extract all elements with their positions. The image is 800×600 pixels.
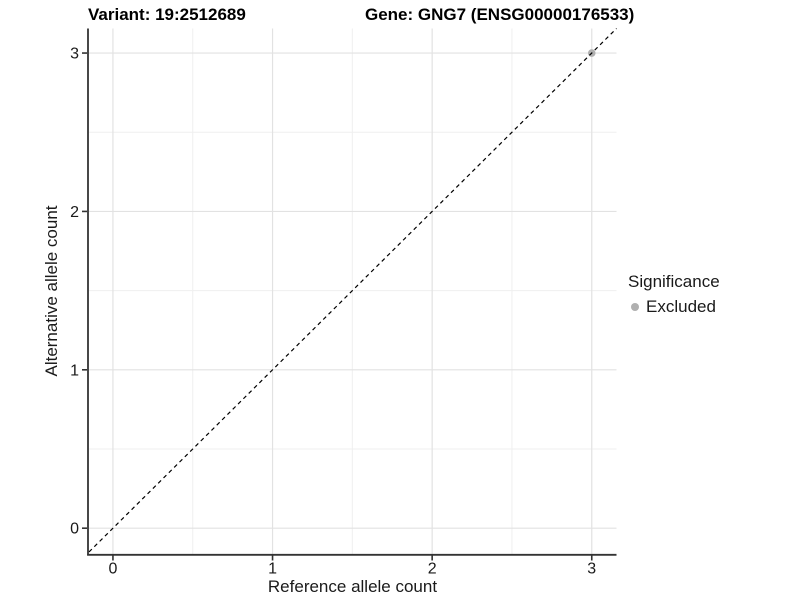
x-tick-label: 0 — [108, 561, 117, 578]
identity-reference-line — [88, 28, 617, 553]
legend-point-icon — [631, 303, 639, 311]
y-tick-label: 1 — [70, 362, 79, 379]
legend-item-label: Excluded — [646, 297, 716, 316]
y-tick-label: 2 — [70, 204, 79, 221]
y-axis-title: Alternative allele count — [42, 205, 61, 377]
y-tick-label: 3 — [70, 46, 79, 63]
plot-title-gene: Gene: GNG7 (ENSG00000176533) — [365, 5, 635, 24]
plot-title-variant: Variant: 19:2512689 — [88, 5, 246, 24]
x-tick-label: 1 — [268, 561, 277, 578]
y-tick-label: 0 — [70, 521, 79, 538]
x-axis-title: Reference allele count — [267, 577, 438, 596]
x-tick-label: 3 — [587, 561, 596, 578]
legend-item-excluded: Excluded — [628, 297, 720, 317]
legend-title: Significance — [628, 272, 720, 291]
legend: Significance Excluded — [628, 272, 720, 317]
x-tick-label: 2 — [428, 561, 437, 578]
